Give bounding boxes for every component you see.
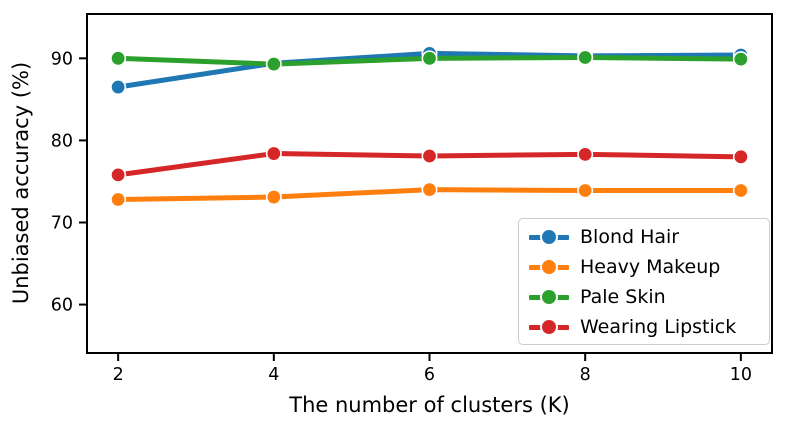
legend-item-blond-hair: Blond Hair xyxy=(529,222,759,252)
data-point-pale-skin xyxy=(577,49,594,66)
legend-marker-heavy-makeup xyxy=(529,258,569,276)
data-point-heavy-makeup xyxy=(421,181,438,198)
legend-dot-icon xyxy=(540,288,558,306)
data-point-wearing-lipstick xyxy=(421,148,438,165)
legend-label-heavy-makeup: Heavy Makeup xyxy=(580,256,721,278)
plot-border xyxy=(86,13,773,354)
legend-label-wearing-lipstick: Wearing Lipstick xyxy=(580,316,737,338)
legend-marker-blond-hair xyxy=(529,228,569,246)
data-point-heavy-makeup xyxy=(577,182,594,199)
legend-item-wearing-lipstick: Wearing Lipstick xyxy=(529,312,759,342)
data-point-wearing-lipstick xyxy=(265,145,282,162)
x-tick-label: 4 xyxy=(268,365,279,385)
x-tick-label: 8 xyxy=(580,365,591,385)
data-point-pale-skin xyxy=(110,50,127,67)
y-tick-label: 60 xyxy=(51,296,73,316)
y-axis-label: Unbiased accuracy (%) xyxy=(9,61,33,305)
legend-marker-wearing-lipstick xyxy=(529,318,569,336)
y-tick-label: 80 xyxy=(51,131,73,151)
legend-marker-pale-skin xyxy=(529,288,569,306)
x-axis-label: The number of clusters (K) xyxy=(289,393,570,417)
x-tick-label: 6 xyxy=(424,365,435,385)
data-point-blond-hair xyxy=(110,79,127,96)
data-point-pale-skin xyxy=(421,50,438,67)
legend: Blond Hair Heavy Makeup Pale Skin Wearin… xyxy=(518,218,770,345)
data-point-heavy-makeup xyxy=(110,191,127,208)
legend-label-blond-hair: Blond Hair xyxy=(580,226,680,248)
data-point-wearing-lipstick xyxy=(110,166,127,183)
data-point-wearing-lipstick xyxy=(577,146,594,163)
data-point-pale-skin xyxy=(265,56,282,73)
legend-label-pale-skin: Pale Skin xyxy=(580,286,666,308)
legend-dot-icon xyxy=(540,258,558,276)
data-point-pale-skin xyxy=(732,51,749,68)
legend-dot-icon xyxy=(540,318,558,336)
x-tick-label: 10 xyxy=(730,365,752,385)
data-point-wearing-lipstick xyxy=(732,148,749,165)
legend-dot-icon xyxy=(540,228,558,246)
legend-item-heavy-makeup: Heavy Makeup xyxy=(529,252,759,282)
data-point-heavy-makeup xyxy=(732,182,749,199)
x-tick-label: 2 xyxy=(113,365,124,385)
data-point-heavy-makeup xyxy=(265,189,282,206)
y-tick-label: 90 xyxy=(51,49,73,69)
legend-item-pale-skin: Pale Skin xyxy=(529,282,759,312)
y-tick-label: 70 xyxy=(51,213,73,233)
